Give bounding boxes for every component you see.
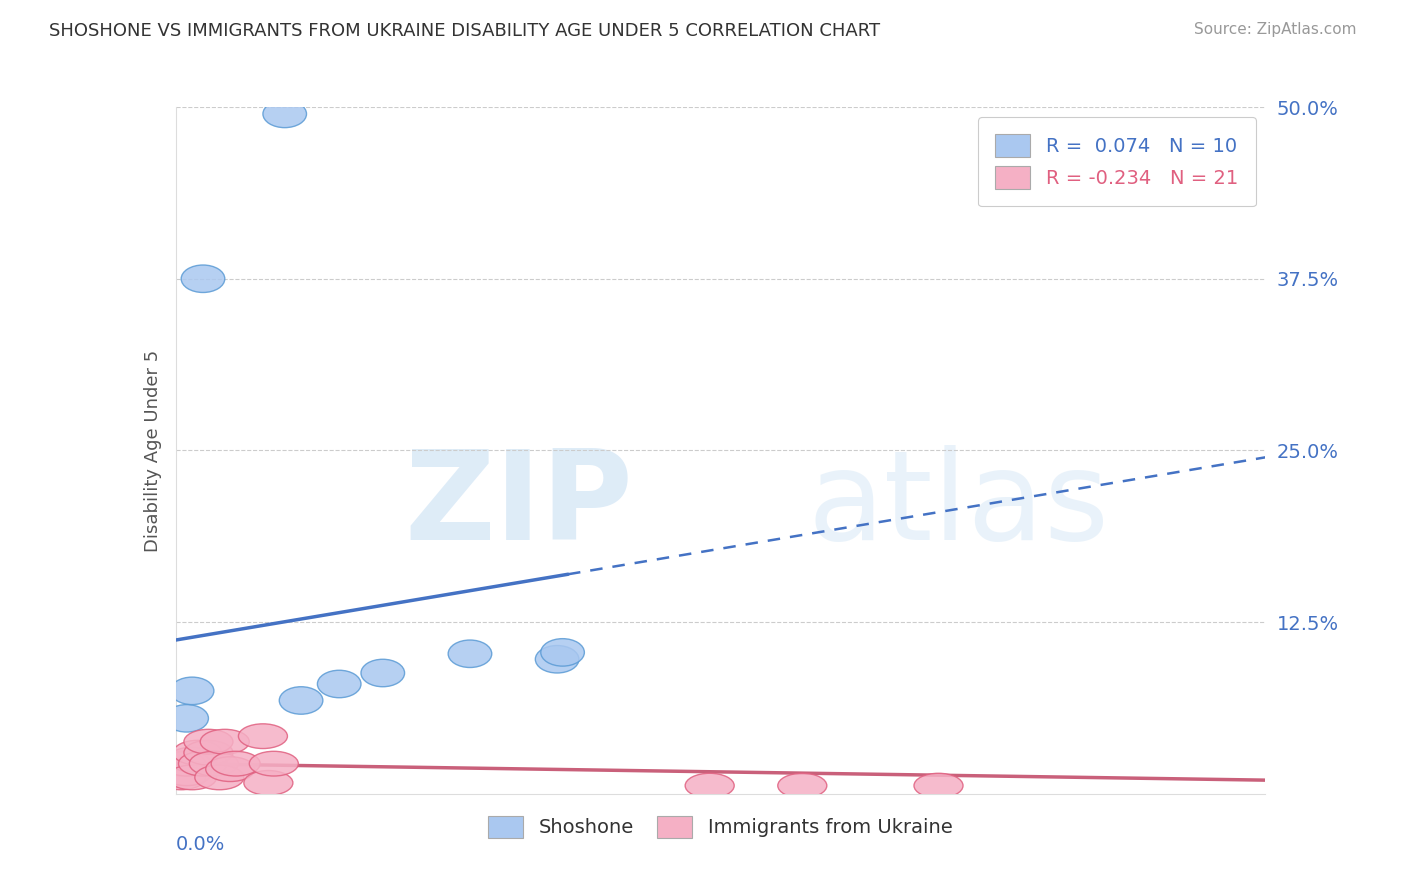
Ellipse shape	[200, 730, 249, 754]
Ellipse shape	[318, 670, 361, 698]
Ellipse shape	[165, 705, 208, 732]
Ellipse shape	[914, 773, 963, 798]
Text: atlas: atlas	[807, 445, 1109, 566]
Ellipse shape	[249, 751, 298, 776]
Legend: Shoshone, Immigrants from Ukraine: Shoshone, Immigrants from Ukraine	[481, 808, 960, 846]
Ellipse shape	[181, 265, 225, 293]
Text: SHOSHONE VS IMMIGRANTS FROM UKRAINE DISABILITY AGE UNDER 5 CORRELATION CHART: SHOSHONE VS IMMIGRANTS FROM UKRAINE DISA…	[49, 22, 880, 40]
Text: ZIP: ZIP	[405, 445, 633, 566]
Ellipse shape	[156, 765, 205, 789]
Ellipse shape	[280, 687, 323, 714]
Ellipse shape	[167, 747, 217, 772]
Ellipse shape	[685, 773, 734, 798]
Ellipse shape	[449, 640, 492, 667]
Text: 0.0%: 0.0%	[176, 835, 225, 855]
Ellipse shape	[239, 723, 287, 748]
Ellipse shape	[536, 646, 579, 673]
Ellipse shape	[184, 740, 233, 765]
Ellipse shape	[263, 100, 307, 128]
Ellipse shape	[179, 751, 228, 776]
Ellipse shape	[243, 771, 292, 796]
Ellipse shape	[195, 765, 243, 789]
Text: Source: ZipAtlas.com: Source: ZipAtlas.com	[1194, 22, 1357, 37]
Ellipse shape	[190, 751, 239, 776]
Ellipse shape	[167, 765, 217, 789]
Ellipse shape	[170, 677, 214, 705]
Ellipse shape	[211, 751, 260, 776]
Y-axis label: Disability Age Under 5: Disability Age Under 5	[143, 350, 162, 551]
Ellipse shape	[184, 730, 233, 754]
Ellipse shape	[541, 639, 585, 666]
Ellipse shape	[173, 740, 222, 765]
Ellipse shape	[162, 751, 211, 776]
Ellipse shape	[361, 659, 405, 687]
Ellipse shape	[162, 761, 211, 786]
Ellipse shape	[156, 751, 205, 776]
Ellipse shape	[205, 756, 254, 781]
Ellipse shape	[778, 773, 827, 798]
